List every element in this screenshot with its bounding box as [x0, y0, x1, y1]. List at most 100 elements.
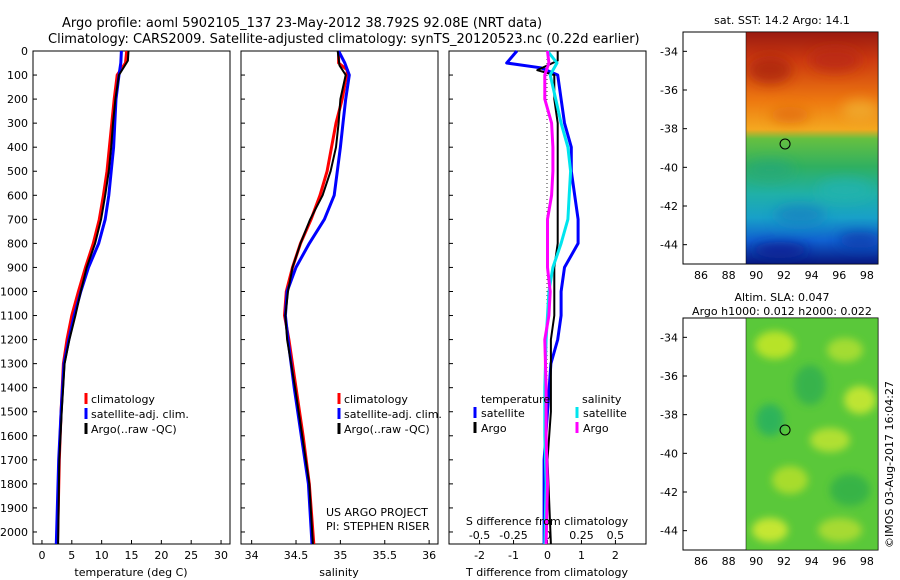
map-lon-label: 96	[832, 555, 846, 568]
sst-map-field	[746, 32, 878, 264]
legend-label: climatology	[344, 393, 408, 406]
map-lon-label: 90	[749, 269, 763, 282]
map-lat-label: -34	[660, 45, 678, 58]
depth-tick-label: 1100	[0, 310, 28, 323]
depth-tick-label: 100	[7, 69, 28, 82]
map-lon-label: 94	[805, 269, 819, 282]
sst-map-title: sat. SST: 14.2 Argo: 14.1	[714, 14, 850, 27]
legend-label: Argo(..raw -QC)	[344, 423, 430, 436]
s-difference-label: S difference from climatology	[466, 515, 629, 528]
map-lat-label: -38	[660, 123, 678, 136]
map-lon-label: 92	[777, 269, 791, 282]
map-lon-label: 88	[722, 555, 736, 568]
series-line	[284, 50, 347, 545]
sla-map-title-1: Altim. SLA: 0.047	[734, 291, 829, 304]
project-note: US ARGO PROJECT	[326, 506, 428, 519]
sst-map-x-axis: 86 88 90 92 94 96 98	[694, 269, 874, 282]
x-tick-label: 30	[214, 549, 228, 562]
series-line	[283, 50, 351, 545]
series-line	[505, 50, 580, 544]
depth-tick-label: 800	[7, 237, 28, 250]
depth-tick-label: 600	[7, 189, 28, 202]
difference-series	[505, 50, 580, 545]
x-tick-label: 0.5	[607, 529, 625, 542]
pi-note: PI: STEPHEN RISER	[326, 520, 430, 533]
depth-tick-label: 200	[7, 93, 28, 106]
map-lat-label: -44	[660, 239, 678, 252]
series-line	[56, 50, 129, 545]
map-lon-label: 90	[749, 555, 763, 568]
salinity-x-axis: 34 34.5 35 35.5 36	[245, 540, 436, 562]
map-lon-label: 86	[694, 555, 708, 568]
series-line	[57, 50, 130, 545]
legend-label: satellite	[481, 407, 525, 420]
x-tick-label: 35.5	[373, 549, 398, 562]
x-tick-label: -1	[508, 549, 519, 562]
depth-tick-label: 1400	[0, 382, 28, 395]
x-tick-label: 1	[578, 549, 585, 562]
map-lat-label: -36	[660, 84, 678, 97]
x-tick-label: 0	[38, 549, 45, 562]
depth-tick-label: 300	[7, 117, 28, 130]
depth-tick-label: 400	[7, 141, 28, 154]
x-tick-label: -0.5	[469, 529, 490, 542]
map-lon-label: 86	[694, 269, 708, 282]
depth-tick-label: 700	[7, 213, 28, 226]
map-lon-label: 94	[805, 555, 819, 568]
temperature-panel-frame	[32, 50, 231, 545]
map-lon-label: 92	[777, 555, 791, 568]
map-lon-label: 88	[722, 269, 736, 282]
imos-watermark: ©IMOS 03-Aug-2017 16:04:27	[883, 381, 896, 548]
temperature-x-label: temperature (deg C)	[74, 566, 187, 579]
depth-tick-label: 0	[21, 45, 28, 58]
legend-label: satellite-adj. clim.	[344, 408, 442, 421]
salinity-x-label: salinity	[319, 566, 359, 579]
legend-header-salinity: salinity	[582, 393, 622, 406]
map-lat-label: -38	[660, 409, 678, 422]
legend-label: satellite-adj. clim.	[91, 408, 189, 421]
map-lat-label: -40	[660, 161, 678, 174]
legend-label: satellite	[583, 407, 627, 420]
title-line-1: Argo profile: aoml 5902105_137 23-May-20…	[62, 16, 542, 31]
t-difference-x-label: T difference from climatology	[465, 566, 628, 579]
depth-tick-label: 1700	[0, 454, 28, 467]
depth-tick-label: 1500	[0, 406, 28, 419]
legend-label: climatology	[91, 393, 155, 406]
legend-label: Argo	[481, 422, 507, 435]
depth-tick-label: 1200	[0, 334, 28, 347]
depth-axis: 0 100 200 300 400 500 600 700 800 900 1000 1100 1200…	[0, 45, 453, 539]
x-tick-label: 0	[544, 549, 551, 562]
temperature-legend: climatology satellite-adj. clim. Argo(..…	[84, 393, 189, 436]
legend-label: Argo(..raw -QC)	[91, 423, 177, 436]
depth-tick-label: 1000	[0, 285, 28, 298]
map-lat-label: -40	[660, 447, 678, 460]
x-tick-label: 34	[245, 549, 259, 562]
x-tick-label: 34.5	[284, 549, 309, 562]
x-tick-label: 5	[68, 549, 75, 562]
sla-map-x-axis: 86 88 90 92 94 96 98	[694, 555, 874, 568]
legend-label: Argo	[583, 422, 609, 435]
map-lat-label: -42	[660, 200, 678, 213]
x-tick-label: 2	[612, 549, 619, 562]
x-tick-label: -2	[474, 549, 485, 562]
sst-map-y-axis: -34 -36 -38 -40 -42 -44	[660, 45, 687, 252]
x-tick-label: 0.25	[569, 529, 594, 542]
profile-location-marker	[779, 424, 791, 436]
map-lat-label: -34	[660, 331, 678, 344]
map-lat-label: -44	[660, 525, 678, 538]
depth-tick-label: 900	[7, 261, 28, 274]
depth-tick-label: 1900	[0, 502, 28, 515]
map-lon-label: 96	[832, 269, 846, 282]
sla-map-y-axis: -34 -36 -38 -40 -42 -44	[660, 331, 687, 538]
depth-tick-label: 2000	[0, 526, 28, 539]
x-tick-label: 15	[125, 549, 139, 562]
sla-map-field	[746, 318, 878, 550]
title-line-2: Climatology: CARS2009. Satellite-adjuste…	[48, 32, 640, 47]
difference-legend: temperature salinity satellite Argo sate…	[473, 393, 627, 435]
x-tick-label: 35	[333, 549, 347, 562]
salinity-panel-frame	[240, 50, 439, 545]
map-lat-label: -42	[660, 486, 678, 499]
sla-map-title-2: Argo h1000: 0.012 h2000: 0.022	[692, 305, 872, 318]
map-lat-label: -36	[660, 370, 678, 383]
